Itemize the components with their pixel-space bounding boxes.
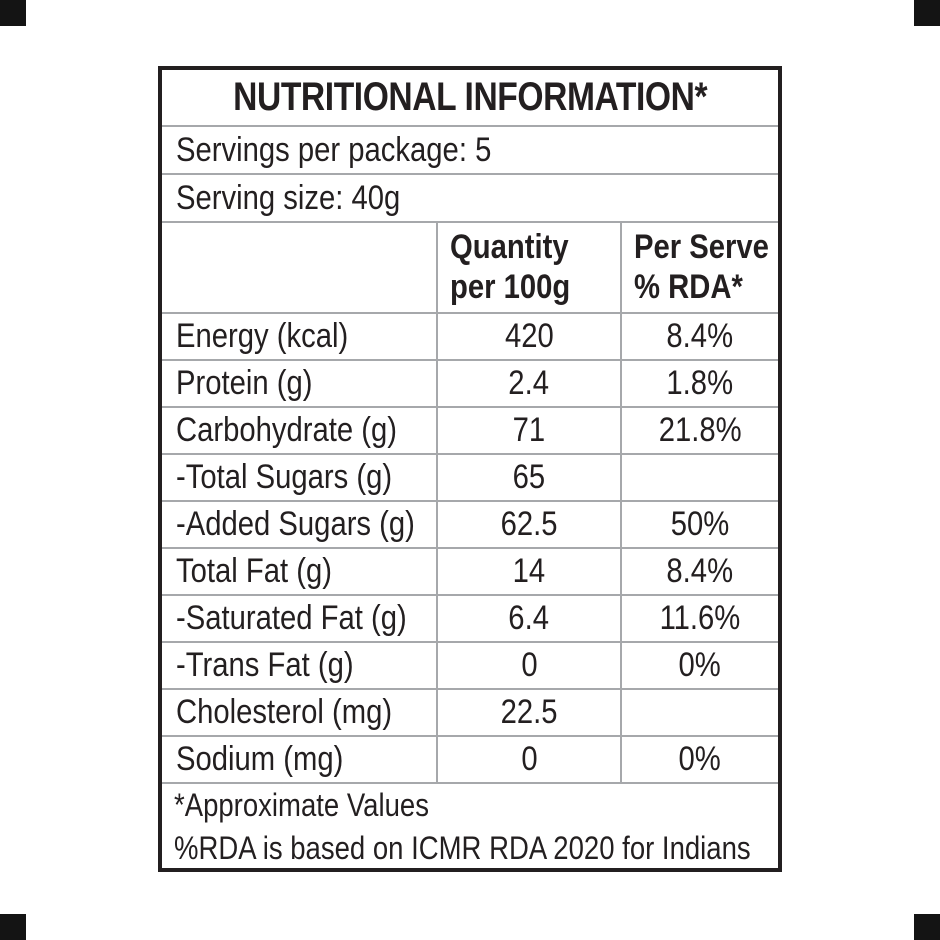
nutrient-rda-cell: 0% [620, 736, 778, 784]
nutrient-quantity-cell: 6.4 [436, 595, 621, 643]
nutrient-label-cell: Cholesterol (mg) [162, 689, 437, 737]
nutrient-rda-cell [620, 689, 778, 737]
footnotes-row: *Approximate Values %RDA is based on ICM… [162, 783, 778, 870]
column-header-empty-cell [162, 222, 437, 314]
table-title-cell: NUTRITIONAL INFORMATION* [162, 70, 778, 127]
table-title: NUTRITIONAL INFORMATION* [233, 75, 707, 119]
nutrient-label: -Added Sugars (g) [176, 505, 415, 543]
nutrient-label: -Trans Fat (g) [176, 646, 354, 684]
nutrient-rda-cell: 0% [620, 642, 778, 690]
nutrient-row: -Trans Fat (g) 0 0% [162, 642, 778, 690]
nutrient-rda-value: 8.4% [666, 317, 734, 355]
title-row: NUTRITIONAL INFORMATION* [162, 70, 778, 127]
nutrient-label-cell: Total Fat (g) [162, 548, 437, 596]
nutrient-quantity-cell: 62.5 [436, 501, 621, 549]
nutrient-quantity-value: 6.4 [508, 599, 550, 637]
servings-per-package-text: Servings per package: 5 [176, 130, 492, 169]
nutrient-quantity-cell: 0 [436, 736, 621, 784]
nutrient-label-cell: Energy (kcal) [162, 313, 437, 361]
serving-size-text: Serving size: 40g [176, 178, 401, 217]
nutrient-rda-cell: 1.8% [620, 360, 778, 408]
nutrient-rda-cell: 8.4% [620, 313, 778, 361]
nutrition-table-panel: NUTRITIONAL INFORMATION* Servings per pa… [158, 66, 782, 872]
nutrient-label-cell: Sodium (mg) [162, 736, 437, 784]
nutrient-rda-cell: 50% [620, 501, 778, 549]
nutrient-label-cell: -Added Sugars (g) [162, 501, 437, 549]
nutrient-rda-value: 1.8% [666, 364, 734, 402]
nutrient-rda-cell [620, 454, 778, 502]
nutrient-label: Energy (kcal) [176, 317, 349, 355]
nutrient-rda-value: 8.4% [666, 552, 734, 590]
corner-mark-top-right [914, 0, 940, 26]
nutrient-rda-value: 50% [670, 505, 730, 543]
corner-mark-top-left [0, 0, 26, 26]
serving-size-row: Serving size: 40g [162, 174, 778, 223]
column-header-quantity: Quantity per 100g [436, 222, 621, 314]
nutrient-rda-value: 21.8% [658, 411, 742, 449]
nutrient-row: Protein (g) 2.4 1.8% [162, 360, 778, 408]
nutrient-rda-cell: 21.8% [620, 407, 778, 455]
nutrient-row: Carbohydrate (g) 71 21.8% [162, 407, 778, 455]
serving-size-cell: Serving size: 40g [162, 174, 778, 223]
column-header-per-serve: Per Serve % RDA* [620, 222, 778, 314]
nutrient-quantity-cell: 2.4 [436, 360, 621, 408]
column-header-quantity-line1: Quantity [450, 228, 569, 267]
footnotes-cell: *Approximate Values %RDA is based on ICM… [162, 783, 778, 870]
nutrient-rda-value: 0% [678, 740, 722, 778]
column-header-row: Quantity per 100g Per Serve % RDA* [162, 222, 778, 314]
nutrient-label-cell: Carbohydrate (g) [162, 407, 437, 455]
servings-per-package-cell: Servings per package: 5 [162, 126, 778, 175]
nutrient-quantity-value: 0 [520, 740, 538, 778]
nutrient-label: -Saturated Fat (g) [176, 599, 407, 637]
nutrition-table: NUTRITIONAL INFORMATION* Servings per pa… [162, 70, 778, 870]
footnote-rda-basis: %RDA is based on ICMR RDA 2020 for India… [174, 830, 751, 867]
nutrient-label: Protein (g) [176, 364, 313, 402]
corner-mark-bottom-right [914, 914, 940, 940]
corner-mark-bottom-left [0, 914, 26, 940]
nutrient-label: -Total Sugars (g) [176, 458, 393, 496]
nutrient-label-cell: -Trans Fat (g) [162, 642, 437, 690]
servings-per-package-row: Servings per package: 5 [162, 126, 778, 175]
nutrient-row: Sodium (mg) 0 0% [162, 736, 778, 784]
nutrient-row: -Saturated Fat (g) 6.4 11.6% [162, 595, 778, 643]
nutrient-rda-value: 0% [678, 646, 722, 684]
nutrient-label: Total Fat (g) [176, 552, 332, 590]
nutrient-quantity-cell: 420 [436, 313, 621, 361]
nutrient-row: -Total Sugars (g) 65 [162, 454, 778, 502]
nutrient-rda-cell: 11.6% [620, 595, 778, 643]
nutrient-rda-cell: 8.4% [620, 548, 778, 596]
nutrient-quantity-value: 2.4 [508, 364, 550, 402]
nutrient-quantity-value: 0 [520, 646, 538, 684]
nutrient-row: Cholesterol (mg) 22.5 [162, 689, 778, 737]
nutrient-label: Carbohydrate (g) [176, 411, 398, 449]
nutrient-label-cell: Protein (g) [162, 360, 437, 408]
nutrient-rda-value: 11.6% [659, 599, 741, 637]
nutrient-label: Sodium (mg) [176, 740, 344, 778]
nutrient-quantity-value: 71 [512, 411, 546, 449]
nutrient-row: Total Fat (g) 14 8.4% [162, 548, 778, 596]
nutrient-quantity-cell: 22.5 [436, 689, 621, 737]
nutrient-quantity-value: 420 [504, 317, 554, 355]
column-header-per-serve-line1: Per Serve [634, 228, 769, 267]
nutrient-row: -Added Sugars (g) 62.5 50% [162, 501, 778, 549]
column-header-per-serve-line2: % RDA* [634, 267, 743, 306]
nutrient-quantity-value: 62.5 [500, 505, 558, 543]
nutrient-quantity-cell: 14 [436, 548, 621, 596]
nutrient-quantity-value: 65 [512, 458, 546, 496]
nutrient-label-cell: -Total Sugars (g) [162, 454, 437, 502]
nutrient-quantity-cell: 71 [436, 407, 621, 455]
nutrient-quantity-value: 14 [512, 552, 546, 590]
column-header-quantity-line2: per 100g [450, 267, 571, 306]
nutrient-quantity-cell: 65 [436, 454, 621, 502]
nutrient-label-cell: -Saturated Fat (g) [162, 595, 437, 643]
nutrient-row: Energy (kcal) 420 8.4% [162, 313, 778, 361]
nutrient-quantity-value: 22.5 [500, 693, 558, 731]
nutrient-label: Cholesterol (mg) [176, 693, 393, 731]
footnote-approximate-values: *Approximate Values [174, 787, 429, 823]
nutrient-quantity-cell: 0 [436, 642, 621, 690]
